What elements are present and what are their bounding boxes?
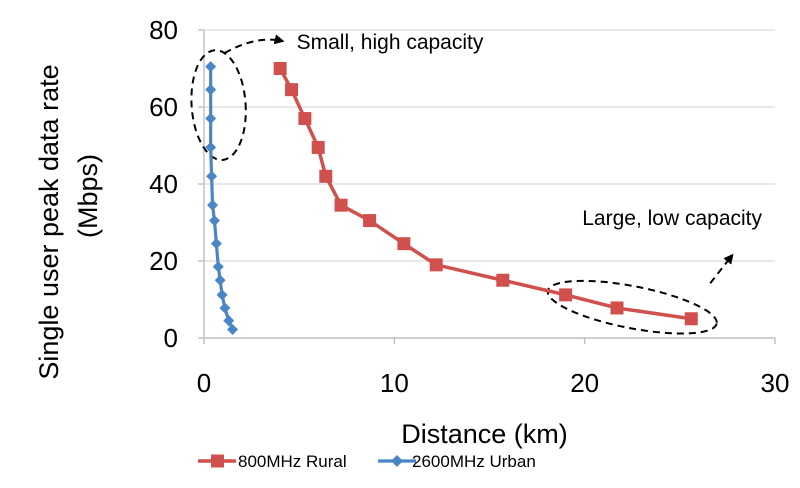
y-axis-title-line-2: (Mbps) [73,154,103,238]
data-point [223,315,235,327]
data-point [273,62,287,75]
data-point [610,301,624,315]
legend-item-2600mhz-urban: 2600MHz Urban [378,452,536,471]
y-tick-label: 40 [149,169,178,199]
data-point [214,274,226,286]
legend-swatch-marker [211,454,224,468]
annotation-shapes [190,34,734,335]
annotation-ellipse [190,49,247,161]
labels: 0 20 40 60 80 0 10 20 30 [149,15,789,398]
axes [198,29,776,344]
data-point [205,61,217,73]
annotation-large-low-capacity: Large, low capacity [582,207,762,230]
x-axis-title: Distance (km) [401,419,568,449]
legend: 800MHz Rural 2600MHz Urban [198,452,536,471]
x-tick-label: 20 [570,368,599,398]
legend-label: 800MHz Rural [238,452,347,471]
data-point [684,312,698,326]
data-point [363,214,377,228]
legend-label: 2600MHz Urban [412,452,536,471]
data-point [319,169,333,183]
series-2600mhz-urban [205,61,239,336]
data-point [206,170,218,182]
data-point [559,288,573,302]
data-point [496,273,510,287]
data-point [285,83,299,97]
data-point [219,302,231,314]
data-point [205,84,217,96]
series-line [278,67,692,321]
y-tick-label: 20 [149,246,178,276]
x-tick-label: 30 [761,368,790,398]
annotation-arrow [224,34,285,54]
x-tick-label: 10 [380,368,409,398]
x-tick-label: 0 [197,368,211,398]
data-point [334,198,348,212]
data-point [212,261,224,273]
y-tick-label: 80 [149,15,178,45]
annotation-arrow [709,253,734,284]
data-point [429,258,443,272]
data-point [207,199,219,211]
data-point [210,238,222,250]
data-point [205,141,217,153]
data-point [216,289,228,301]
legend-swatch-marker [391,455,403,467]
annotation-ellipse [546,279,718,335]
y-tick-label: 60 [149,92,178,122]
data-point [227,324,239,336]
data-point [298,112,312,126]
series-800mhz-rural [273,62,698,326]
annotation-small-high-capacity: Small, high capacity [297,31,484,54]
legend-item-800mhz-rural: 800MHz Rural [198,452,347,471]
series [205,61,698,336]
y-tick-label: 0 [164,323,178,353]
data-point [205,113,217,125]
data-point [397,237,411,251]
data-point [311,140,325,154]
y-axis-title-line-1: Single user peak data rate [34,64,64,379]
data-point [208,215,220,227]
